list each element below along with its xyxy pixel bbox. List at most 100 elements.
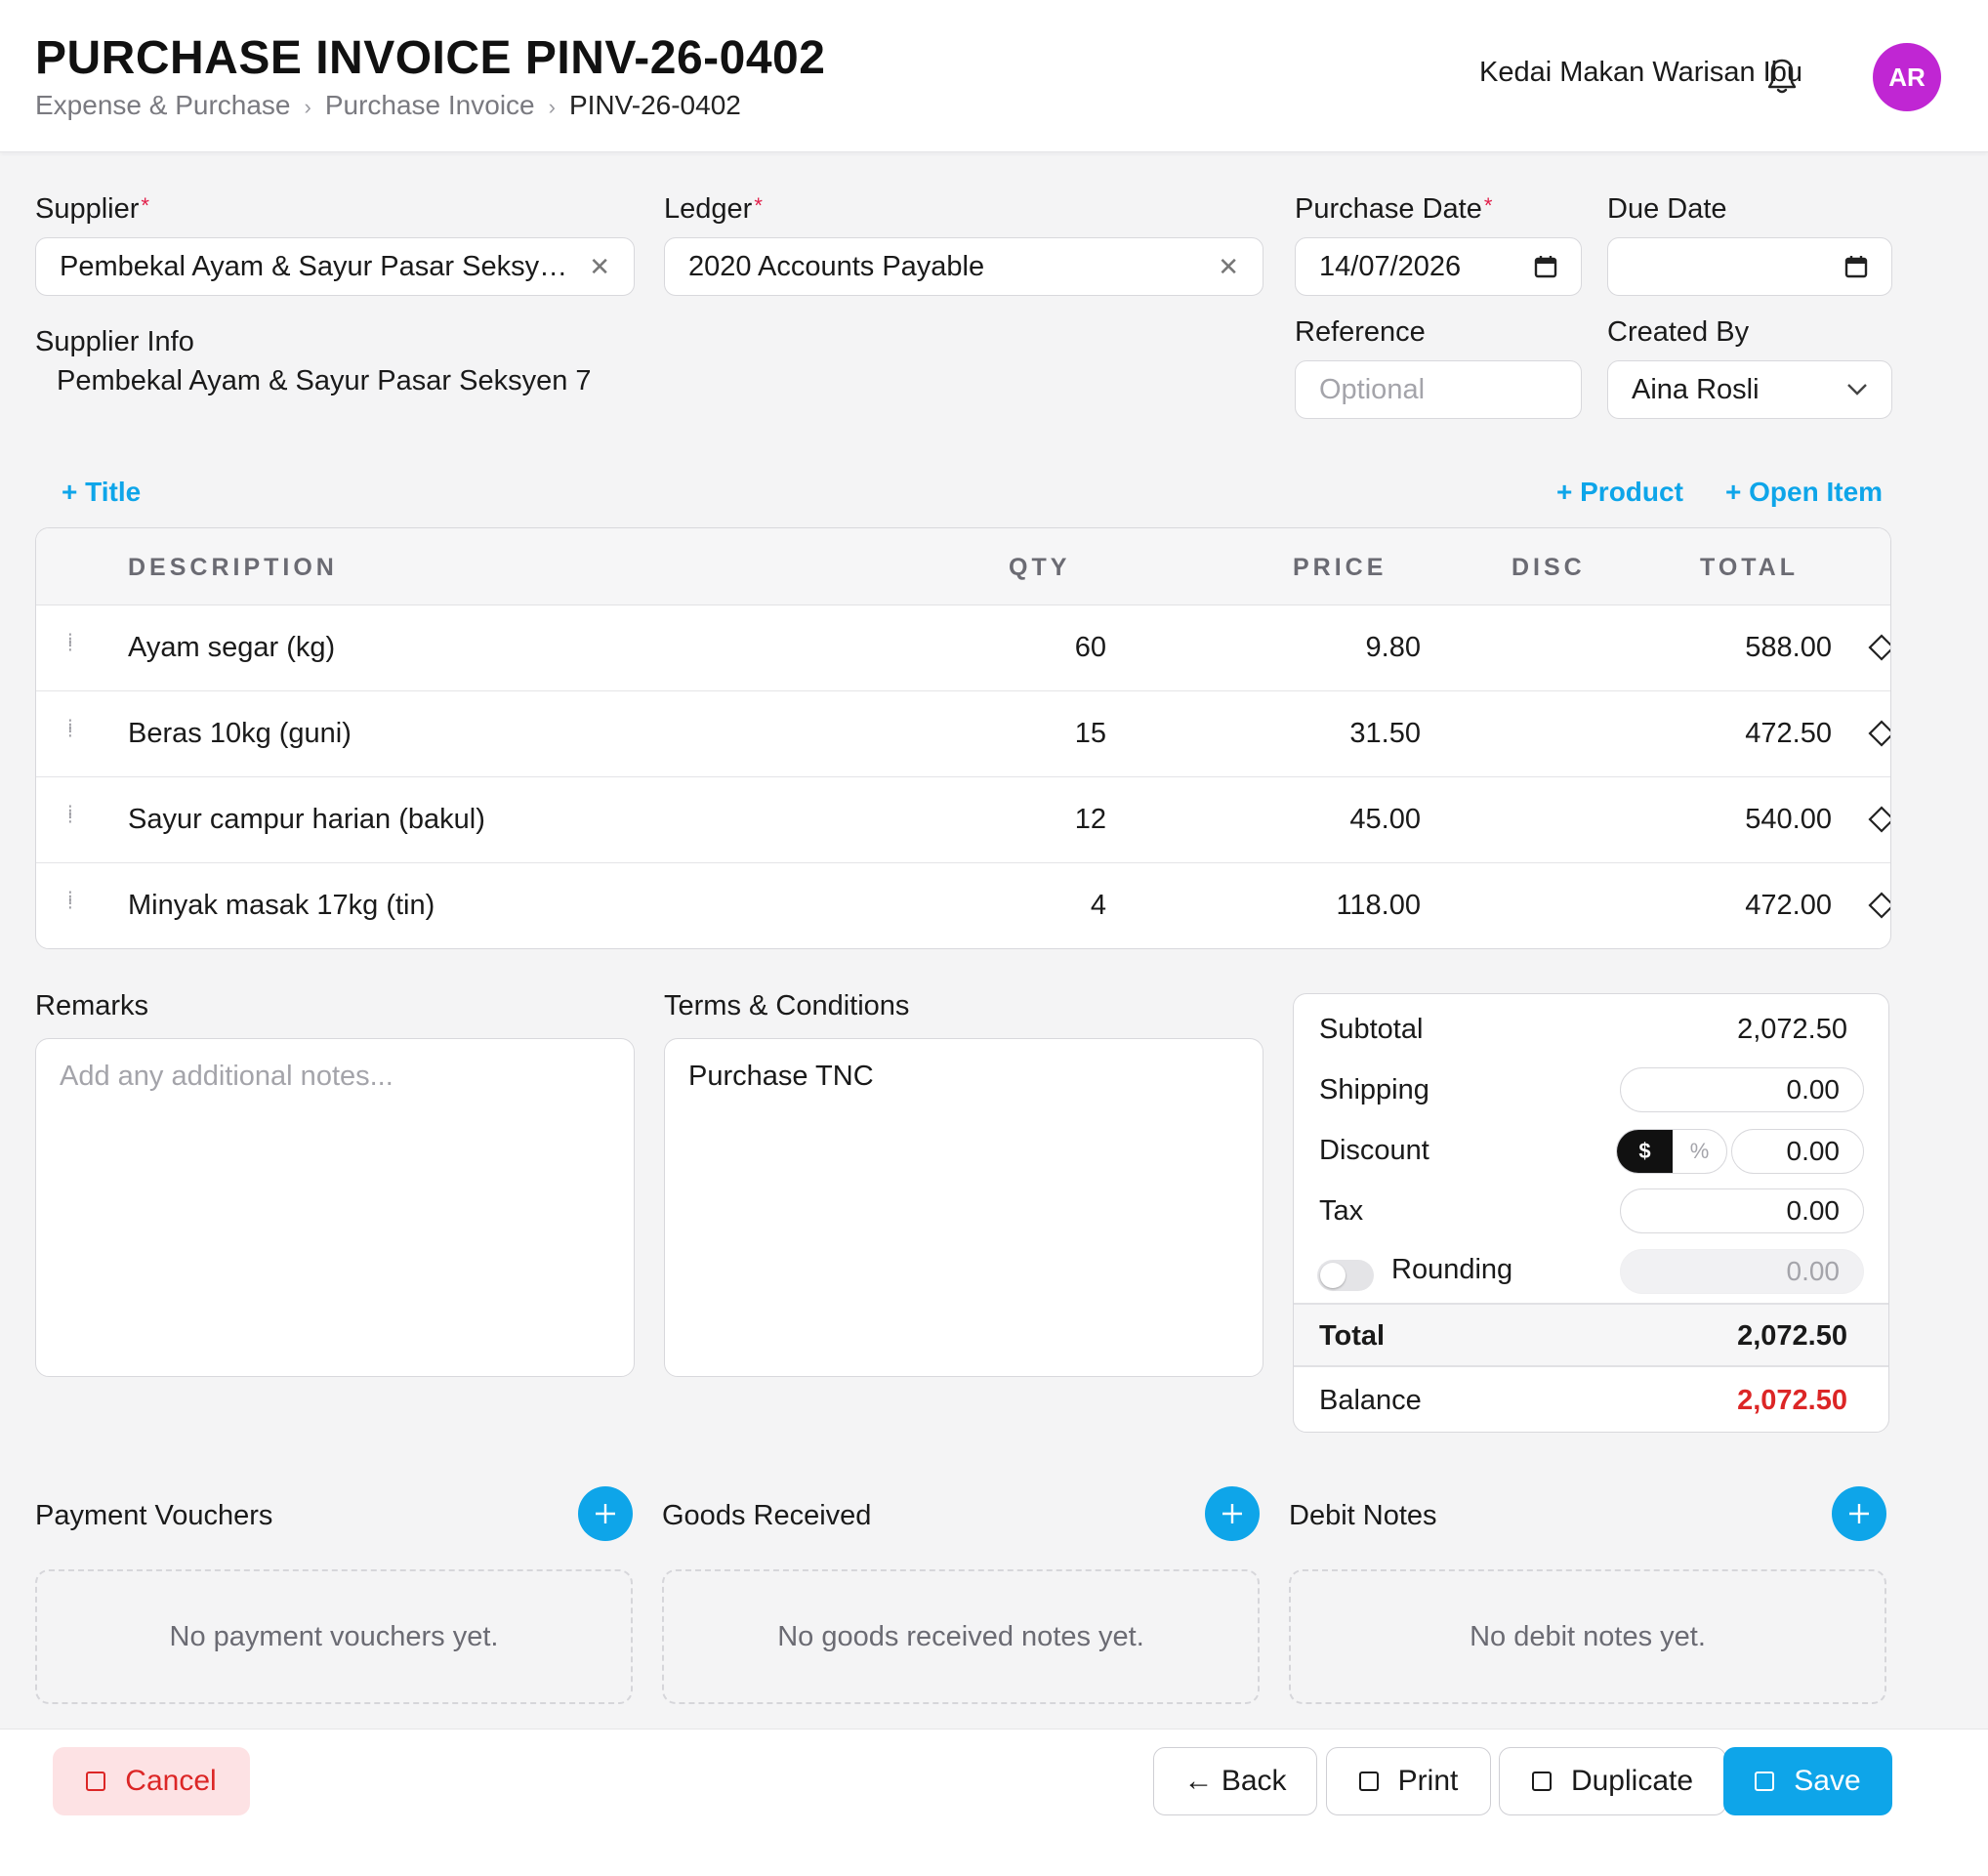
ledger-value: 2020 Accounts Payable [688,250,985,282]
balance-value: 2,072.50 [1737,1385,1847,1416]
plus-icon [1849,1504,1869,1523]
drag-handle-icon[interactable]: ⁝ ⁝ [67,629,73,655]
payment-vouchers-title: Payment Vouchers [35,1500,273,1531]
row-description[interactable]: Sayur campur harian (bakul) [128,804,485,835]
purchase-date-label-text: Purchase Date [1295,193,1482,225]
add-debit-note-button[interactable] [1832,1486,1886,1541]
required-mark: * [141,193,149,218]
row-qty[interactable]: 60 [1074,632,1106,663]
supplier-value: Pembekal Ayam & Sayur Pasar Seksye… [60,250,576,282]
remarks-textarea[interactable]: Add any additional notes... [35,1038,635,1377]
rounding-label: Rounding [1391,1254,1513,1285]
print-button[interactable]: Print [1326,1747,1491,1815]
column-price: PRICE [1293,554,1387,581]
terms-textarea[interactable]: Purchase TNC [664,1038,1263,1377]
row-price[interactable]: 45.00 [1349,804,1421,835]
discount-mode-toggle: $ % [1616,1129,1727,1174]
reference-input[interactable]: Optional [1295,360,1582,419]
table-row[interactable]: ⁝ ⁝ Sayur campur harian (bakul) 12 45.00 540.… [36,776,1890,863]
clear-ledger-icon[interactable]: ✕ [1218,251,1239,281]
table-row[interactable]: ⁝ ⁝ Beras 10kg (guni) 15 31.50 472.50 [36,690,1890,777]
discount-value: 0.00 [1786,1136,1841,1166]
created-by-value: Aina Rosli [1632,373,1760,405]
table-row[interactable]: ⁝ ⁝ Ayam segar (kg) 60 9.80 588.00 [36,604,1890,691]
save-button[interactable]: Save [1723,1747,1892,1815]
row-description[interactable]: Minyak masak 17kg (tin) [128,890,435,921]
goods-received-empty: No goods received notes yet. [662,1569,1260,1704]
debit-notes-empty: No debit notes yet. [1289,1569,1886,1704]
row-description[interactable]: Ayam segar (kg) [128,632,336,663]
breadcrumb-item-current: PINV-26-0402 [568,90,741,120]
calendar-icon[interactable] [1844,254,1868,279]
discount-mode-percent[interactable]: % [1689,1139,1710,1163]
created-by-select[interactable]: Aina Rosli [1607,360,1892,419]
cancel-button[interactable]: Cancel [53,1747,250,1815]
duplicate-button[interactable]: Duplicate [1499,1747,1726,1815]
payment-vouchers-empty: No payment vouchers yet. [35,1569,633,1704]
clear-supplier-icon[interactable]: ✕ [589,251,610,281]
row-total: 472.50 [1745,718,1832,749]
discount-input[interactable]: 0.00 [1731,1129,1864,1174]
calendar-icon[interactable] [1534,254,1557,279]
total-row: Total 2,072.50 [1294,1305,1888,1365]
row-options-diamond-icon[interactable] [1868,892,1891,919]
toggle-knob [1320,1263,1346,1288]
bell-icon[interactable] [1767,57,1797,96]
add-product-button[interactable]: + Product [1556,477,1683,507]
purchase-date-value: 14/07/2026 [1319,250,1462,282]
row-options-diamond-icon[interactable] [1868,634,1891,661]
breadcrumb-item-purchase-invoice[interactable]: Purchase Invoice [324,90,535,120]
ledger-label: Ledger* [664,193,763,226]
supplier-label: Supplier* [35,193,149,226]
add-payment-voucher-button[interactable] [578,1486,633,1541]
chevron-down-icon [1847,384,1867,396]
goods-received-title: Goods Received [662,1500,872,1531]
supplier-select[interactable]: Pembekal Ayam & Sayur Pasar Seksye… ✕ [35,237,635,296]
breadcrumb-separator: › [548,95,556,119]
due-date-input[interactable] [1607,237,1892,296]
row-qty[interactable]: 15 [1074,718,1106,749]
breadcrumb-item-expense-purchase[interactable]: Expense & Purchase [35,90,291,120]
column-disc: DISC [1512,554,1586,581]
row-qty[interactable]: 4 [1090,890,1106,921]
subtotal-value: 2,072.50 [1737,1014,1847,1045]
shipping-label: Shipping [1319,1074,1429,1105]
rounding-toggle[interactable] [1317,1260,1374,1291]
tax-input[interactable]: 0.00 [1620,1188,1864,1233]
row-price[interactable]: 118.00 [1336,890,1421,921]
table-row[interactable]: ⁝ ⁝ Minyak masak 17kg (tin) 4 118.00 472.00 [36,862,1890,948]
row-price[interactable]: 9.80 [1365,632,1421,663]
add-title-button[interactable]: + Title [62,477,142,507]
add-open-item-button[interactable]: + Open Item [1725,477,1884,507]
row-description[interactable]: Beras 10kg (guni) [128,718,352,749]
column-description: DESCRIPTION [128,554,338,581]
discount-label: Discount [1319,1135,1429,1166]
drag-handle-icon[interactable]: ⁝ ⁝ [67,715,73,741]
cancel-label: Cancel [125,1765,217,1797]
purchase-date-input[interactable]: 14/07/2026 [1295,237,1582,296]
avatar[interactable]: AR [1873,43,1941,111]
row-price[interactable]: 31.50 [1349,718,1421,749]
add-goods-received-button[interactable] [1205,1486,1260,1541]
rounding-value: 0.00 [1786,1256,1841,1286]
duplicate-icon [1531,1772,1552,1791]
row-options-diamond-icon[interactable] [1868,720,1891,747]
drag-handle-icon[interactable]: ⁝ ⁝ [67,801,73,827]
company-name: Kedai Makan Warisan Ibu [1479,57,1802,88]
page-header: PURCHASE INVOICE PINV-26-0402 Expense & … [0,0,1988,152]
shipping-value: 0.00 [1786,1074,1841,1105]
ledger-select[interactable]: 2020 Accounts Payable ✕ [664,237,1263,296]
supplier-label-text: Supplier [35,193,140,225]
back-button[interactable]: ← Back [1153,1747,1317,1815]
shipping-input[interactable]: 0.00 [1620,1067,1864,1112]
drag-handle-icon[interactable]: ⁝ ⁝ [67,887,73,913]
supplier-info-value: Pembekal Ayam & Sayur Pasar Seksyen 7 [57,365,592,396]
balance-label: Balance [1319,1385,1422,1416]
row-total: 540.00 [1745,804,1832,835]
row-qty[interactable]: 12 [1074,804,1106,835]
discount-mode-dollar[interactable]: $ [1617,1130,1673,1173]
subtotal-label: Subtotal [1319,1014,1424,1045]
save-icon [1755,1772,1775,1791]
remarks-placeholder: Add any additional notes... [60,1061,393,1092]
row-options-diamond-icon[interactable] [1868,806,1891,833]
